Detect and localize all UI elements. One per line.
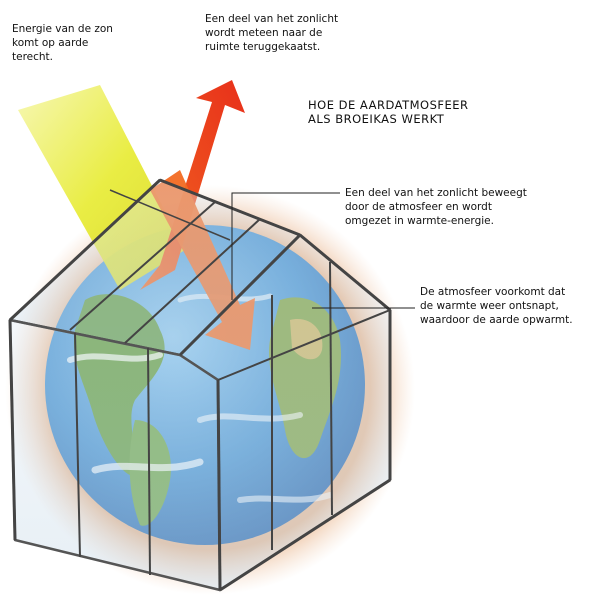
label-sun-energy: Energie van de zon komt op aarde terecht… <box>12 23 113 63</box>
leader-absorbed <box>231 192 340 300</box>
reflected-arrow <box>140 80 245 290</box>
label-trapped: De atmosfeer voorkomt dat de warmte weer… <box>420 286 573 326</box>
greenhouse-frame <box>8 178 392 592</box>
page-title: HOE DE AARDATMOSFEER ALS BROEIKAS WERKT <box>308 98 469 126</box>
label-absorbed: Een deel van het zonlicht beweegt door d… <box>345 187 527 227</box>
label-reflected: Een deel van het zonlicht wordt meteen n… <box>205 13 339 53</box>
